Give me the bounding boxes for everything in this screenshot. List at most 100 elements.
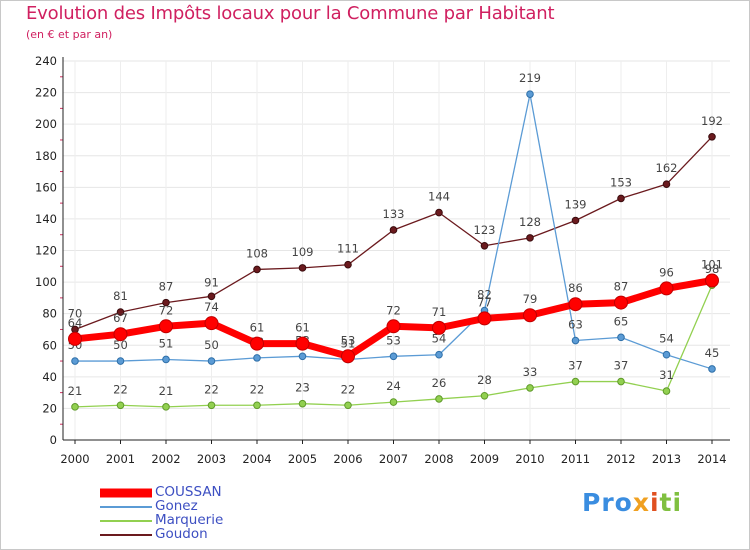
- y-tick-label: 140: [35, 212, 57, 226]
- legend-label-marquerie: Marquerie: [155, 512, 224, 528]
- data-label-gonez: 51: [341, 336, 356, 350]
- data-point-marquerie: [116, 401, 125, 410]
- data-label-marquerie: 28: [477, 373, 492, 387]
- data-label-goudon: 81: [113, 289, 128, 303]
- data-point-goudon: [389, 226, 398, 234]
- y-tick-label: 220: [35, 86, 57, 100]
- chart-subtitle: (en € et par an): [26, 28, 113, 41]
- data-label-coussan: 72: [386, 303, 401, 317]
- data-label-coussan: 71: [432, 305, 447, 319]
- data-label-goudon: 109: [292, 245, 314, 259]
- data-label-marquerie: 22: [113, 382, 128, 396]
- data-label-coussan: 86: [568, 281, 583, 295]
- data-point-goudon: [617, 194, 625, 203]
- data-label-coussan: 53: [341, 333, 356, 347]
- y-tick-label: 100: [35, 275, 57, 289]
- data-point-coussan: [68, 331, 82, 346]
- data-point-marquerie: [662, 387, 671, 395]
- data-point-coussan: [341, 349, 355, 364]
- data-point-coussan: [523, 308, 537, 323]
- y-tick-label: 20: [42, 401, 57, 415]
- data-point-coussan: [386, 319, 401, 334]
- data-point-coussan: [659, 281, 674, 296]
- data-label-coussan: 64: [68, 316, 83, 330]
- data-label-marquerie: 26: [432, 376, 447, 390]
- data-label-goudon: 133: [383, 207, 405, 221]
- y-tick-label: 200: [35, 117, 57, 131]
- data-point-marquerie: [162, 403, 170, 411]
- data-point-gonez: [71, 357, 79, 365]
- y-tick-label: 240: [35, 54, 57, 68]
- data-point-coussan: [705, 273, 719, 288]
- chart-title: Evolution des Impôts locaux pour la Comm…: [26, 3, 555, 24]
- data-point-marquerie: [435, 395, 443, 403]
- data-point-gonez: [116, 357, 125, 365]
- x-tick-label: 2005: [288, 452, 317, 466]
- data-label-gonez: 45: [705, 346, 720, 360]
- data-point-gonez: [207, 357, 216, 365]
- data-label-gonez: 65: [614, 314, 629, 328]
- data-label-marquerie: 21: [68, 384, 83, 398]
- proxiti-logo: Proxiti: [582, 488, 683, 517]
- x-tick-label: 2010: [515, 452, 544, 466]
- data-point-marquerie: [253, 401, 261, 410]
- data-point-coussan: [113, 327, 128, 342]
- data-label-coussan: 74: [204, 300, 219, 314]
- data-point-marquerie: [526, 384, 534, 392]
- y-tick-label: 180: [35, 149, 57, 163]
- data-label-marquerie: 21: [159, 384, 174, 398]
- data-point-gonez: [571, 336, 580, 345]
- data-point-goudon: [662, 180, 671, 188]
- x-tick-label: 2003: [197, 452, 226, 466]
- data-label-gonez: 53: [386, 333, 401, 347]
- data-label-marquerie: 33: [523, 365, 538, 379]
- data-point-coussan: [159, 319, 173, 334]
- legend-swatch-goudon: [100, 534, 152, 536]
- data-label-goudon: 162: [656, 161, 678, 175]
- data-label-gonez: 50: [204, 338, 219, 352]
- data-label-goudon: 139: [565, 197, 587, 211]
- y-tick-label: 160: [35, 180, 57, 194]
- x-tick-label: 2001: [106, 452, 135, 466]
- x-tick-label: 2013: [652, 452, 681, 466]
- data-label-gonez: 54: [659, 332, 674, 346]
- data-label-gonez: 219: [519, 71, 541, 85]
- legend-swatch-marquerie: [100, 520, 152, 522]
- data-label-coussan: 96: [659, 265, 674, 279]
- data-label-coussan: 101: [701, 258, 723, 272]
- y-tick-label: 40: [42, 370, 57, 384]
- data-point-gonez: [389, 352, 398, 361]
- data-point-marquerie: [480, 391, 489, 400]
- data-point-gonez: [662, 350, 671, 359]
- data-point-gonez: [617, 333, 625, 342]
- data-point-coussan: [250, 336, 264, 351]
- data-label-coussan: 61: [250, 321, 265, 335]
- data-label-coussan: 67: [113, 311, 128, 325]
- data-point-coussan: [614, 295, 628, 310]
- data-label-goudon: 91: [204, 275, 219, 289]
- y-tick-label: 120: [35, 244, 57, 258]
- data-point-gonez: [253, 354, 261, 362]
- legend-swatch-gonez: [100, 506, 152, 508]
- data-label-coussan: 72: [159, 303, 174, 317]
- x-tick-label: 2000: [60, 452, 89, 466]
- y-tick-label: 60: [42, 338, 57, 352]
- data-point-goudon: [571, 216, 580, 225]
- data-point-goudon: [207, 292, 216, 301]
- y-tick-label: 0: [50, 433, 57, 447]
- data-point-goudon: [526, 234, 534, 242]
- data-label-marquerie: 23: [295, 381, 310, 395]
- data-point-goudon: [708, 133, 716, 141]
- x-tick-label: 2009: [470, 452, 499, 466]
- data-label-goudon: 70: [68, 306, 83, 320]
- data-label-goudon: 108: [246, 246, 268, 260]
- legend-label-coussan: COUSSAN: [155, 484, 222, 500]
- data-point-gonez: [162, 355, 170, 364]
- legend-swatch-coussan: [100, 488, 152, 498]
- data-label-goudon: 111: [337, 242, 359, 256]
- data-label-marquerie: 22: [250, 382, 265, 396]
- data-point-coussan: [295, 336, 310, 351]
- x-tick-label: 2007: [379, 452, 408, 466]
- data-point-gonez: [435, 350, 443, 359]
